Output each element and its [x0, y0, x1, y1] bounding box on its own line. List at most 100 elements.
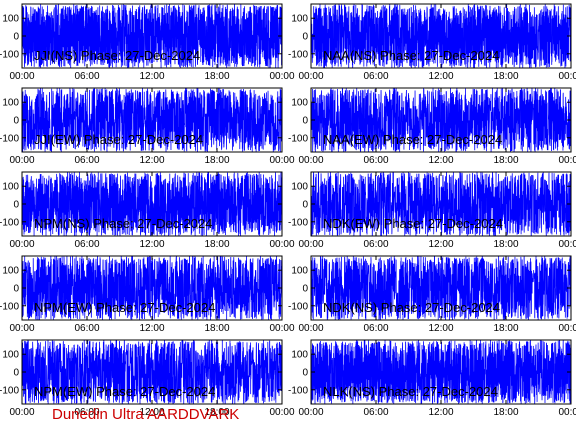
y-tick-label: 100: [2, 350, 19, 361]
panel-title: NPM(NS) Phase: 27-Dec-2024: [34, 216, 212, 231]
y-tick-label: 0: [13, 32, 19, 43]
y-tick-label: 100: [291, 182, 308, 193]
panel-title: NPM(EW) Phase: 27-Dec-2024: [34, 384, 215, 399]
x-tick-label: 06:00: [363, 239, 388, 250]
y-tick-label: 0: [302, 200, 308, 211]
x-tick-label: 06:00: [74, 71, 99, 82]
y-tick-label: 0: [302, 284, 308, 295]
x-tick-label: 12:00: [428, 155, 453, 166]
y-tick-label: -100: [0, 133, 19, 144]
panel-title: JJI(NS) Phase: 27-Dec-2024: [34, 48, 200, 63]
x-tick-label: 12:00: [139, 407, 164, 418]
x-tick-label: 00:00: [558, 239, 576, 250]
x-tick-label: 12:00: [428, 71, 453, 82]
x-tick-label: 00:00: [9, 155, 34, 166]
panel-10: 1000-10000:0006:0012:0018:0000:00NLK(NS)…: [288, 339, 576, 418]
x-tick-label: 00:00: [269, 155, 294, 166]
y-tick-label: 100: [2, 182, 19, 193]
y-tick-label: 100: [291, 350, 308, 361]
x-tick-label: 18:00: [493, 71, 518, 82]
phase-trace: [311, 4, 571, 68]
x-tick-label: 06:00: [74, 407, 99, 418]
x-tick-label: 00:00: [298, 323, 323, 334]
y-tick-label: 0: [13, 284, 19, 295]
y-tick-label: -100: [288, 217, 308, 228]
panel-6: 1000-10000:0006:0012:0018:0000:00NDK(EW)…: [288, 171, 576, 250]
x-tick-label: 00:00: [558, 155, 576, 166]
phase-trace: [22, 172, 282, 236]
y-tick-label: 0: [302, 368, 308, 379]
x-tick-label: 00:00: [9, 407, 34, 418]
x-tick-label: 00:00: [269, 323, 294, 334]
x-tick-label: 18:00: [204, 239, 229, 250]
y-tick-label: -100: [288, 49, 308, 60]
x-tick-label: 18:00: [493, 407, 518, 418]
panel-8: 1000-10000:0006:0012:0018:0000:00NDK(NS)…: [288, 255, 576, 334]
x-tick-label: 00:00: [558, 323, 576, 334]
y-tick-label: 100: [2, 14, 19, 25]
x-tick-label: 12:00: [139, 323, 164, 334]
panel-2: 1000-10000:0006:0012:0018:0000:00NAA(NS)…: [288, 3, 576, 82]
x-tick-label: 12:00: [428, 323, 453, 334]
y-tick-label: 0: [13, 368, 19, 379]
x-tick-label: 18:00: [493, 155, 518, 166]
panel-title: NLK(NS) Phase: 27-Dec-2024: [323, 384, 498, 399]
x-tick-label: 00:00: [9, 239, 34, 250]
phase-trace: [22, 88, 282, 152]
phase-trace: [311, 256, 571, 320]
y-tick-label: -100: [0, 49, 19, 60]
y-tick-label: -100: [288, 385, 308, 396]
panel-4: 1000-10000:0006:0012:0018:0000:00NAA(EW)…: [288, 87, 576, 166]
x-tick-label: 12:00: [428, 407, 453, 418]
phase-trace: [311, 172, 571, 236]
x-tick-label: 00:00: [558, 71, 576, 82]
x-tick-label: 00:00: [269, 239, 294, 250]
y-tick-label: 100: [291, 98, 308, 109]
x-tick-label: 18:00: [204, 155, 229, 166]
y-tick-label: -100: [0, 385, 19, 396]
x-tick-label: 00:00: [9, 71, 34, 82]
y-tick-label: 0: [13, 116, 19, 127]
x-tick-label: 00:00: [269, 71, 294, 82]
y-tick-label: -100: [288, 301, 308, 312]
x-tick-label: 18:00: [204, 407, 229, 418]
panel-title: JJI(EW) Phase: 27-Dec-2024: [34, 132, 203, 147]
panel-title: NAA(EW) Phase: 27-Dec-2024: [323, 132, 502, 147]
panel-title: NAA(NS) Phase: 27-Dec-2024: [323, 48, 499, 63]
x-tick-label: 06:00: [363, 71, 388, 82]
x-tick-label: 12:00: [139, 239, 164, 250]
x-tick-label: 12:00: [139, 71, 164, 82]
y-tick-label: 100: [291, 266, 308, 277]
x-tick-label: 06:00: [363, 155, 388, 166]
panel-title: NPM(EW) Phase: 27-Dec-2024: [34, 300, 215, 315]
x-tick-label: 00:00: [298, 407, 323, 418]
x-tick-label: 06:00: [74, 239, 99, 250]
x-tick-label: 00:00: [298, 239, 323, 250]
x-tick-label: 18:00: [493, 239, 518, 250]
y-tick-label: -100: [0, 217, 19, 228]
x-tick-label: 18:00: [204, 71, 229, 82]
y-tick-label: -100: [288, 133, 308, 144]
y-tick-label: 100: [2, 98, 19, 109]
y-tick-label: 100: [291, 14, 308, 25]
phase-trace: [22, 340, 282, 404]
x-tick-label: 06:00: [74, 155, 99, 166]
x-tick-label: 00:00: [298, 71, 323, 82]
x-tick-label: 06:00: [363, 323, 388, 334]
x-tick-label: 00:00: [558, 407, 576, 418]
y-tick-label: 0: [302, 32, 308, 43]
x-tick-label: 18:00: [204, 323, 229, 334]
phase-trace: [22, 256, 282, 320]
x-tick-label: 12:00: [428, 239, 453, 250]
x-tick-label: 00:00: [298, 155, 323, 166]
phase-trace: [22, 4, 282, 68]
y-tick-label: 100: [2, 266, 19, 277]
y-tick-label: -100: [0, 301, 19, 312]
y-tick-label: 0: [13, 200, 19, 211]
y-tick-label: 0: [302, 116, 308, 127]
